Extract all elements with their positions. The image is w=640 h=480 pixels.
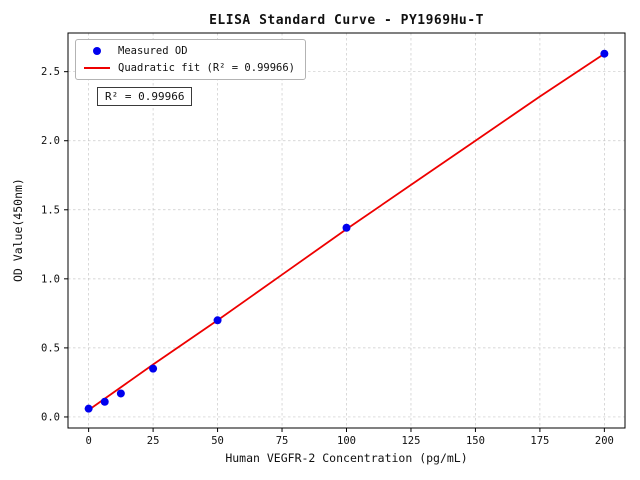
svg-text:25: 25 (147, 435, 160, 447)
chart-title: ELISA Standard Curve - PY1969Hu-T (209, 13, 484, 28)
svg-text:50: 50 (211, 435, 224, 447)
svg-text:1.0: 1.0 (41, 273, 60, 285)
legend-label-quadratic-fit: Quadratic fit (R² = 0.99966) (118, 62, 296, 74)
svg-text:200: 200 (595, 435, 614, 447)
y-tick-labels: 0.0 0.5 1.0 1.5 2.0 2.5 (41, 66, 68, 423)
legend-item-measured-od: Measured OD (82, 45, 295, 57)
fit-line (88, 52, 605, 411)
x-axis-label: Human VEGFR-2 Concentration (pg/mL) (225, 451, 468, 465)
svg-text:125: 125 (401, 435, 420, 447)
svg-text:2.0: 2.0 (41, 135, 60, 147)
svg-text:100: 100 (337, 435, 356, 447)
svg-text:0.0: 0.0 (41, 411, 60, 423)
r-squared-annotation: R² = 0.99966 (97, 87, 193, 106)
svg-text:150: 150 (466, 435, 485, 447)
legend-item-quadratic-fit: Quadratic fit (R² = 0.99966) (82, 62, 295, 74)
svg-text:0: 0 (85, 435, 91, 447)
y-axis-label: OD Value(450nm) (11, 178, 25, 283)
svg-text:75: 75 (276, 435, 289, 447)
scatter-marker-icon (82, 47, 112, 55)
line-marker-icon (82, 67, 112, 69)
svg-text:2.5: 2.5 (41, 66, 60, 78)
measured-points (84, 49, 609, 413)
legend-label-measured-od: Measured OD (118, 45, 188, 57)
svg-text:175: 175 (530, 435, 549, 447)
svg-text:0.5: 0.5 (41, 342, 60, 354)
x-tick-labels: 0 25 50 75 100 125 150 175 200 (85, 428, 614, 447)
svg-text:1.5: 1.5 (41, 204, 60, 216)
legend: Measured OD Quadratic fit (R² = 0.99966) (75, 39, 307, 80)
